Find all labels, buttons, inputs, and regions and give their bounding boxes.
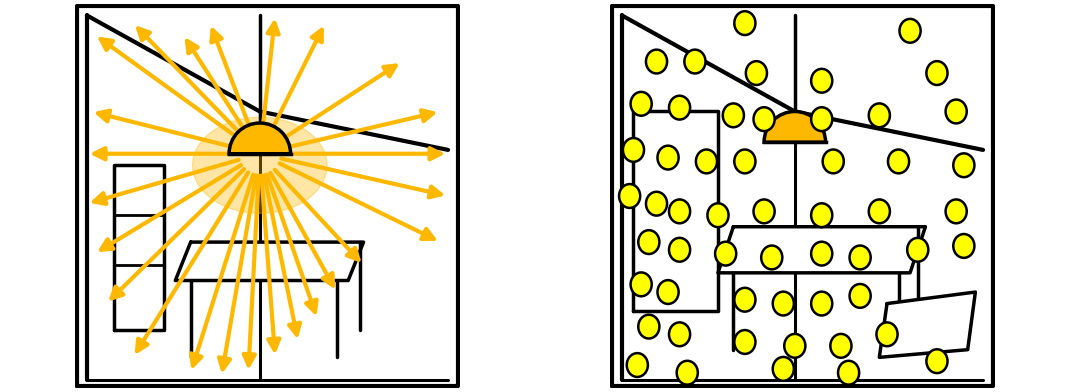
Ellipse shape <box>630 272 652 296</box>
Ellipse shape <box>630 92 652 116</box>
Ellipse shape <box>811 69 832 93</box>
Ellipse shape <box>953 153 975 177</box>
Ellipse shape <box>811 107 832 131</box>
Ellipse shape <box>627 353 647 377</box>
Ellipse shape <box>869 103 890 127</box>
Ellipse shape <box>850 245 871 269</box>
Ellipse shape <box>907 238 929 262</box>
Ellipse shape <box>669 200 690 223</box>
Ellipse shape <box>946 100 966 123</box>
Polygon shape <box>633 111 718 311</box>
Ellipse shape <box>723 103 744 127</box>
Ellipse shape <box>734 288 755 312</box>
Ellipse shape <box>953 234 975 258</box>
Wedge shape <box>764 111 826 142</box>
Ellipse shape <box>927 349 948 373</box>
Ellipse shape <box>657 280 678 304</box>
Ellipse shape <box>830 334 852 358</box>
Ellipse shape <box>773 292 794 316</box>
Ellipse shape <box>869 200 890 223</box>
Ellipse shape <box>811 203 832 227</box>
Ellipse shape <box>639 315 659 339</box>
Ellipse shape <box>646 192 667 216</box>
Ellipse shape <box>784 334 806 358</box>
Ellipse shape <box>753 107 775 131</box>
Ellipse shape <box>753 200 775 223</box>
Ellipse shape <box>811 292 832 316</box>
Ellipse shape <box>734 149 755 173</box>
Ellipse shape <box>669 238 690 262</box>
Ellipse shape <box>646 50 667 73</box>
Ellipse shape <box>707 203 729 227</box>
Ellipse shape <box>657 146 678 169</box>
Ellipse shape <box>685 50 705 73</box>
Ellipse shape <box>734 330 755 354</box>
Ellipse shape <box>761 245 782 269</box>
Ellipse shape <box>946 200 966 223</box>
Ellipse shape <box>838 361 859 385</box>
Ellipse shape <box>676 361 698 385</box>
Ellipse shape <box>696 149 717 173</box>
Ellipse shape <box>734 11 755 35</box>
Ellipse shape <box>811 242 832 265</box>
Ellipse shape <box>900 19 920 43</box>
Ellipse shape <box>927 61 948 85</box>
Ellipse shape <box>669 322 690 346</box>
Ellipse shape <box>746 61 767 85</box>
Ellipse shape <box>823 149 844 173</box>
Polygon shape <box>113 165 164 330</box>
Ellipse shape <box>850 284 871 308</box>
Polygon shape <box>175 242 364 281</box>
Ellipse shape <box>669 96 690 120</box>
Ellipse shape <box>888 149 909 173</box>
Ellipse shape <box>639 230 659 254</box>
Ellipse shape <box>623 138 644 162</box>
Wedge shape <box>229 123 291 154</box>
Ellipse shape <box>620 184 640 208</box>
Ellipse shape <box>876 322 898 346</box>
Polygon shape <box>718 227 926 273</box>
Ellipse shape <box>773 357 794 381</box>
Ellipse shape <box>193 117 327 213</box>
Polygon shape <box>880 292 976 358</box>
Ellipse shape <box>715 242 736 265</box>
